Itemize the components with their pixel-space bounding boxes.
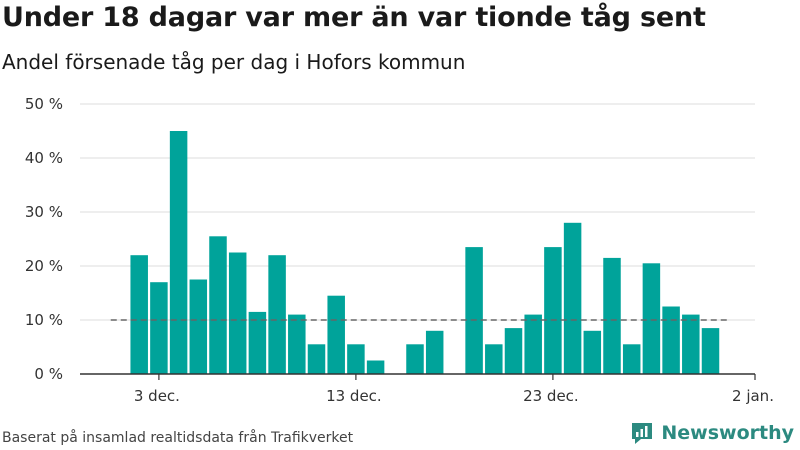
bar (150, 282, 168, 374)
bar (524, 314, 542, 374)
chart-title: Under 18 dagar var mer än var tionde tåg… (2, 2, 706, 33)
bars (130, 131, 720, 374)
y-tick-label: 50 % (25, 95, 63, 113)
x-tick-label: 3 dec. (134, 387, 180, 405)
bar (189, 279, 208, 374)
bar (465, 247, 483, 374)
bar (701, 328, 720, 374)
bar (425, 330, 444, 374)
bar (662, 306, 680, 374)
bar (248, 311, 267, 374)
bar (485, 344, 503, 374)
source-note: Baserat på insamlad realtidsdata från Tr… (2, 430, 354, 446)
bar (307, 344, 326, 374)
y-tick-label: 30 % (25, 203, 63, 221)
y-tick-label: 40 % (25, 149, 63, 167)
bar (682, 314, 700, 374)
y-tick-label: 10 % (25, 311, 63, 329)
y-tick-label: 20 % (25, 257, 63, 275)
bar (169, 131, 188, 374)
bar (544, 247, 562, 374)
bar (366, 360, 385, 374)
brand-name: Newsworthy (661, 422, 794, 444)
bar (642, 263, 661, 374)
x-tick-label: 2 jan. (732, 387, 774, 405)
newsworthy-logo-icon (632, 423, 653, 444)
bar (603, 257, 621, 374)
x-tick-label: 23 dec. (523, 387, 579, 405)
bar (228, 252, 247, 374)
brand-logo: Newsworthy (629, 420, 794, 446)
y-axis-labels: 0 % 10 % 20 % 30 % 40 % 50 % (25, 95, 63, 383)
bar (130, 255, 148, 374)
bar (288, 314, 306, 374)
bar (327, 295, 345, 374)
bar (268, 255, 286, 374)
bar (406, 344, 424, 374)
bar (347, 344, 365, 374)
bar-chart: 0 % 10 % 20 % 30 % 40 % 50 % 3 dec. 13 dec. 23 … (25, 95, 774, 405)
x-axis: 3 dec. 13 dec. 23 dec. 2 jan. (80, 373, 774, 405)
y-tick-label: 0 % (34, 365, 63, 383)
x-tick-label: 13 dec. (326, 387, 382, 405)
bar (622, 344, 641, 374)
bar (583, 330, 602, 374)
bar (504, 328, 523, 374)
bar (563, 222, 582, 374)
chart-subtitle: Andel försenade tåg per dag i Hofors kom… (2, 50, 466, 74)
bar (209, 236, 227, 374)
